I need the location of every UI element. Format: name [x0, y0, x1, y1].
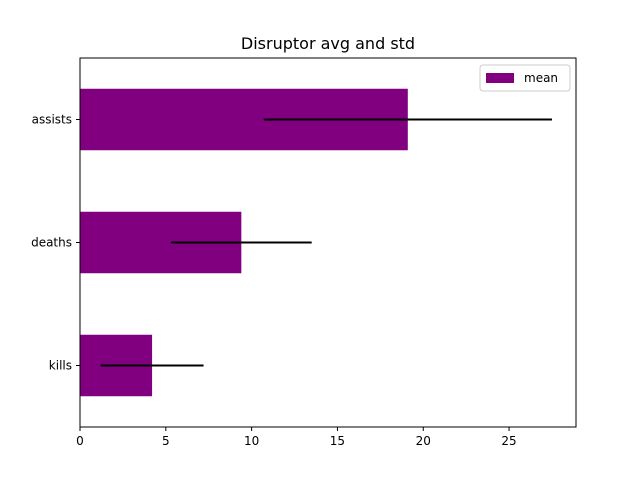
y-tick-label-kills: kills: [49, 359, 72, 373]
legend: mean: [479, 64, 571, 92]
x-tick-label: 5: [162, 434, 170, 448]
legend-box: [479, 64, 571, 92]
error-bars-group: [100, 118, 552, 367]
legend-label: mean: [524, 71, 558, 85]
x-tick-label: 10: [244, 434, 259, 448]
y-tick-label-deaths: deaths: [31, 236, 72, 250]
x-tick-label: 20: [416, 434, 431, 448]
chart-title: Disruptor avg and std: [241, 34, 415, 53]
x-tick-label: 15: [330, 434, 345, 448]
axes-group: 0 5 10 15 20 25 kills deaths assists: [31, 57, 577, 448]
legend-swatch: [486, 73, 514, 83]
y-tick-label-assists: assists: [32, 113, 72, 127]
x-tick-label: 0: [76, 434, 84, 448]
x-tick-label: 25: [501, 434, 516, 448]
